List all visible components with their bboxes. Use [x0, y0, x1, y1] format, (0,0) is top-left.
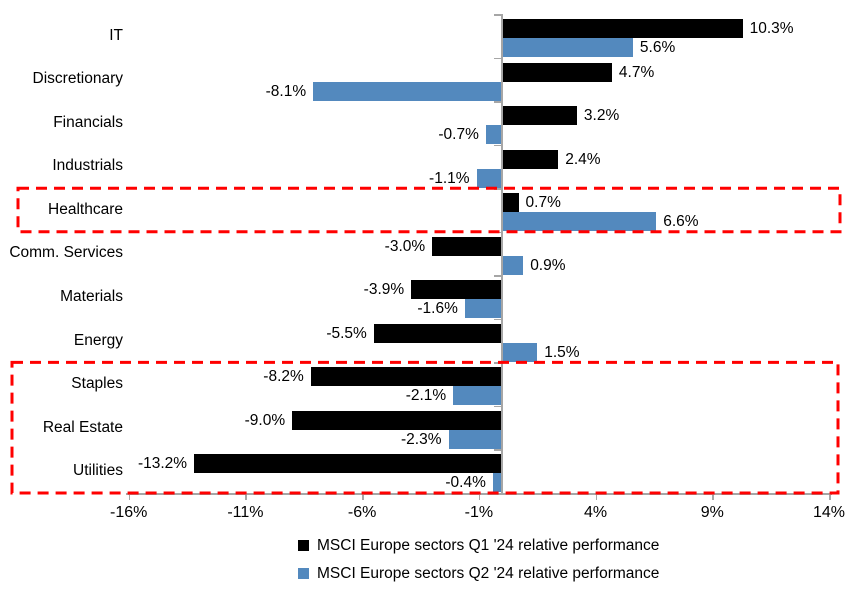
value-label-q1-staples: -8.2%	[263, 368, 304, 386]
x-axis-tick-label-2: -6%	[347, 504, 377, 521]
bar-q2-real-estate	[448, 429, 503, 449]
x-axis-tick	[829, 493, 831, 500]
y-axis-tick	[494, 101, 503, 103]
legend-label-q1: MSCI Europe sectors Q1 '24 relative perf…	[317, 536, 660, 554]
bar-q2-discretionary	[313, 81, 503, 101]
y-axis-tick	[494, 449, 503, 451]
legend-item-q2: MSCI Europe sectors Q2 '24 relative perf…	[298, 563, 659, 584]
y-axis-tick	[494, 231, 503, 234]
category-label-utilities: Utilities	[73, 462, 123, 480]
bar-q2-it	[502, 38, 633, 57]
value-label-q1-comm-services: -3.0%	[384, 237, 426, 255]
bar-q1-comm-services	[432, 236, 503, 256]
bar-q1-it	[502, 19, 743, 38]
category-label-real-estate: Real Estate	[42, 418, 123, 436]
bar-q2-materials	[464, 299, 503, 319]
value-label-q1-utilities: -13.2%	[137, 455, 188, 473]
value-label-q2-financials: -0.7%	[438, 126, 479, 144]
y-axis-tick	[494, 275, 503, 277]
value-label-q1-financials: 3.2%	[583, 107, 620, 125]
value-label-q2-healthcare: 6.6%	[663, 213, 699, 231]
category-label-healthcare: Healthcare	[48, 200, 123, 218]
value-label-q1-real-estate: -9.0%	[244, 411, 286, 429]
value-label-q2-discretionary: -8.1%	[265, 82, 307, 100]
value-label-q2-materials: -1.6%	[417, 300, 458, 318]
value-label-q2-staples: -2.1%	[405, 387, 447, 405]
x-axis-tick	[712, 493, 714, 500]
category-label-comm-services: Comm. Services	[9, 244, 123, 262]
bar-q2-healthcare	[502, 212, 657, 232]
value-label-q2-industrials: -1.1%	[429, 169, 470, 187]
bar-q2-energy	[502, 342, 538, 362]
value-label-q1-discretionary: 4.7%	[618, 63, 655, 81]
category-label-energy: Energy	[73, 331, 123, 349]
y-axis-line	[501, 14, 504, 493]
bar-q2-comm-services	[502, 255, 524, 275]
value-label-q2-real-estate: -2.3%	[401, 430, 442, 448]
value-label-q1-industrials: 2.4%	[565, 150, 601, 168]
y-axis-tick	[494, 493, 503, 495]
y-axis-tick	[494, 318, 503, 321]
x-axis-tick-label-6: 14%	[812, 504, 846, 521]
bar-q1-industrials	[502, 149, 559, 169]
category-label-financials: Financials	[53, 113, 123, 131]
value-label-q2-utilities: -0.4%	[445, 474, 486, 492]
value-label-q2-it: 5.6%	[639, 39, 676, 56]
bar-q2-staples	[453, 386, 503, 406]
y-axis-tick	[494, 362, 503, 364]
y-axis-tick	[494, 188, 503, 190]
value-label-q1-energy: -5.5%	[326, 324, 367, 342]
bar-q1-materials	[411, 280, 503, 300]
y-axis-tick	[494, 144, 503, 147]
value-label-q2-energy: 1.5%	[544, 343, 580, 361]
bar-q1-utilities	[194, 454, 503, 474]
value-label-q2-comm-services: 0.9%	[530, 256, 566, 274]
bar-q1-real-estate	[292, 410, 503, 430]
legend-label-q2: MSCI Europe sectors Q2 '24 relative perf…	[317, 564, 660, 582]
y-axis-tick	[494, 14, 503, 16]
x-axis-tick	[478, 493, 481, 500]
bar-q2-industrials	[476, 168, 503, 188]
x-axis-tick-label-5: 9%	[700, 504, 724, 521]
x-axis-tick-label-0: -16%	[110, 504, 148, 521]
value-label-q1-materials: -3.9%	[363, 281, 405, 299]
legend-swatch-q2-icon	[298, 568, 309, 579]
category-label-it: IT	[109, 26, 123, 44]
legend-item-q1: MSCI Europe sectors Q1 '24 relative perf…	[298, 535, 659, 556]
y-axis-tick	[494, 405, 503, 408]
bar-q1-discretionary	[502, 62, 612, 82]
category-label-staples: Staples	[71, 375, 123, 393]
bar-q1-healthcare	[502, 193, 519, 213]
legend: MSCI Europe sectors Q1 '24 relative perf…	[298, 535, 659, 584]
value-label-q1-it: 10.3%	[749, 20, 794, 37]
bar-q1-staples	[310, 367, 503, 387]
x-axis-tick	[245, 493, 247, 500]
healthcare-highlight	[16, 186, 842, 234]
x-axis-tick-label-1: -11%	[227, 504, 264, 521]
bar-q2-financials	[485, 125, 503, 145]
category-label-industrials: Industrials	[52, 157, 123, 175]
bar-q1-energy	[373, 323, 503, 343]
x-axis-tick	[595, 493, 598, 500]
category-label-materials: Materials	[60, 288, 123, 306]
x-axis-tick	[128, 493, 131, 500]
category-label-discretionary: Discretionary	[32, 70, 123, 88]
bar-q1-financials	[502, 106, 577, 126]
x-axis-tick-label-4: 4%	[584, 504, 608, 521]
y-axis-tick	[494, 57, 503, 60]
x-axis-tick-label-3: -1%	[464, 504, 494, 521]
legend-swatch-q1-icon	[298, 540, 309, 551]
x-axis-tick	[362, 493, 364, 500]
value-label-q1-healthcare: 0.7%	[525, 194, 561, 212]
